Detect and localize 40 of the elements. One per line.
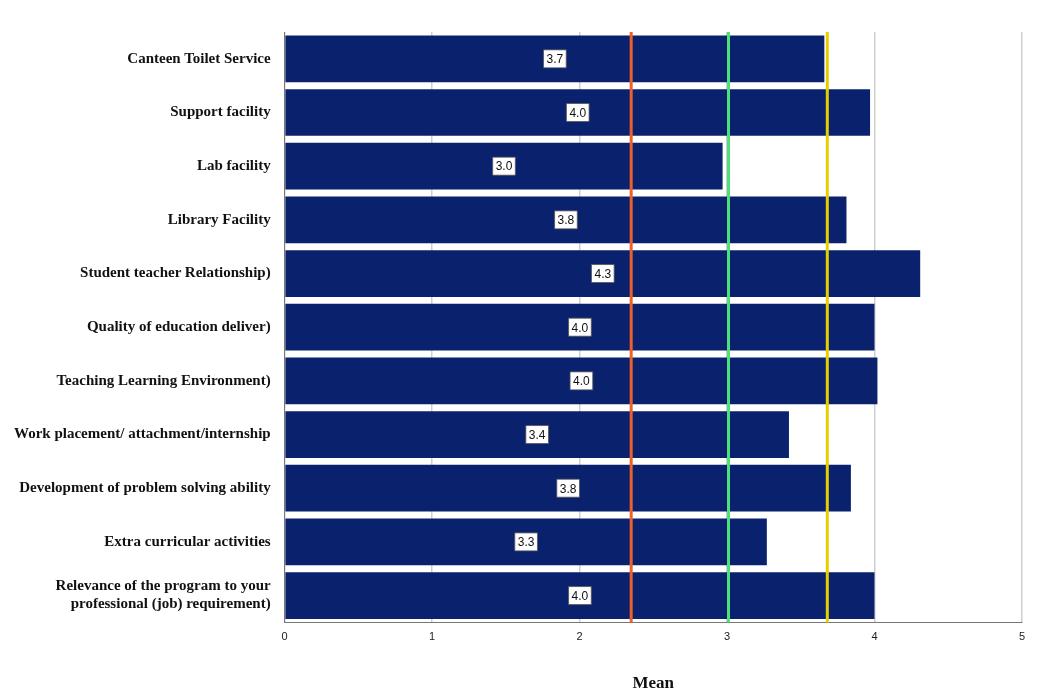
bar (285, 89, 871, 136)
data-label: 4.3 (594, 266, 612, 281)
x-tick-label: 5 (1018, 630, 1025, 643)
x-tick-label: 1 (429, 630, 436, 643)
bar (285, 411, 789, 458)
bar (285, 35, 825, 83)
x-tick-label: 2 (576, 630, 583, 643)
data-label: 4.0 (571, 320, 589, 335)
bar (285, 250, 921, 297)
bar (285, 357, 878, 405)
y-tick-label: Quality of education deliver) (86, 318, 271, 336)
y-tick-label: Support facility (170, 103, 272, 120)
data-label: 3.7 (546, 52, 564, 67)
y-tick-label: Teaching Learning Environment) (56, 371, 271, 389)
x-axis-title: Mean (632, 673, 675, 693)
data-label: 3.8 (557, 213, 575, 228)
x-tick-label: 3 (723, 630, 731, 643)
data-label: 3.4 (528, 427, 546, 442)
bar (285, 196, 847, 244)
x-tick-label: 4 (871, 630, 878, 643)
data-label: 4.0 (571, 588, 589, 603)
y-tick-label: Work placement/ attachment/internship (14, 425, 271, 442)
data-label: 3.3 (517, 535, 535, 550)
x-tick-label: 0 (281, 630, 288, 643)
data-label: 3.8 (559, 481, 577, 496)
y-tick-label: Student teacher Relationship) (80, 264, 271, 282)
y-tick-label: Canteen Toilet Service (127, 49, 271, 66)
bar (285, 464, 851, 512)
bar (285, 518, 767, 566)
y-tick-label: Development of problem solving ability (19, 479, 272, 496)
y-tick-label: Library Facility (167, 210, 272, 227)
y-tick-label: Extra curricular activities (104, 532, 271, 549)
bar (285, 142, 723, 190)
data-label: 4.0 (573, 374, 591, 389)
y-tick-label: Lab facility (196, 157, 272, 174)
bar (285, 303, 875, 351)
bar (285, 572, 875, 619)
data-label: 3.0 (495, 159, 513, 174)
y-tick-label: Relevance of the program to your professional (job) requirement) (55, 577, 271, 613)
data-label: 4.0 (569, 105, 587, 120)
